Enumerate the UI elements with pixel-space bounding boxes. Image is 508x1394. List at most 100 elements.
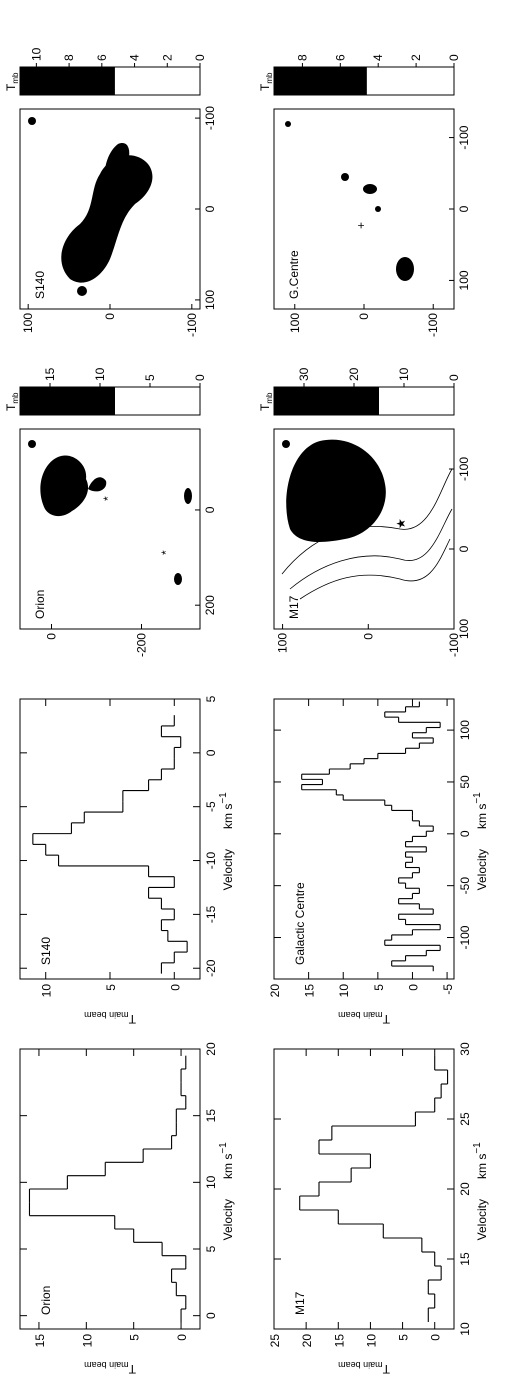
x-axis-unit-main: km s (475, 804, 489, 829)
x-tick-label: 0 (458, 830, 472, 837)
colorbar-tick-label: 4 (128, 54, 142, 61)
y-tick-label: 20 (300, 1334, 314, 1348)
y-tick-label: 10 (364, 1334, 378, 1348)
plot-label: Galactic Centre (293, 882, 307, 965)
x-tick-label: -100 (458, 925, 472, 949)
x-tick-label: 50 (458, 775, 472, 789)
x-tick-label: 0 (204, 749, 218, 756)
colorbar-tick-label: 0 (193, 374, 207, 381)
y-tick-label: 0 (168, 984, 182, 991)
plot-label: M17 (293, 1291, 307, 1315)
map-label: S140 (33, 271, 47, 299)
colorbar-fill (20, 67, 115, 95)
y-axis-label-sub: main beam (84, 1010, 129, 1020)
x-tick-label: -100 (457, 125, 471, 149)
colorbar-fill (20, 387, 115, 415)
x-tick-label: -10 (204, 852, 218, 870)
x-tick-label: -15 (204, 905, 218, 923)
y-tick-label: 20 (268, 984, 282, 998)
star-marker: * (159, 550, 173, 555)
x-tick-label: 15 (204, 1109, 218, 1123)
x-tick-label: 5 (204, 1245, 218, 1252)
x-tick-label: 0 (203, 506, 217, 513)
y-tick-label: -200 (135, 633, 149, 657)
emission-blob (363, 184, 377, 194)
y-tick-label: 100 (276, 633, 290, 653)
x-tick-label: 0 (203, 205, 217, 212)
colorbar-tick-label: 4 (371, 54, 385, 61)
y-tick-label: 15 (332, 1334, 346, 1348)
x-tick-label: 0 (204, 1312, 218, 1319)
x-tick-label: 100 (203, 290, 217, 310)
colorbar-tick-label: 0 (447, 374, 461, 381)
beam (28, 440, 36, 448)
background (0, 0, 508, 1389)
colorbar-fill (274, 67, 367, 95)
colorbar-tick-label: 10 (29, 47, 43, 61)
star-marker: ★ (394, 518, 408, 529)
page: {"chart_data": [ {"type": "map", "label"… (0, 0, 508, 1389)
colorbar-tick-label: 8 (295, 54, 309, 61)
colorbar-label-sub: mb (265, 72, 274, 84)
centre-marker: + (354, 222, 368, 229)
x-tick-label: 0 (457, 545, 471, 552)
colorbar-label-sub: mb (11, 392, 20, 404)
x-tick-label: 100 (457, 270, 471, 290)
colorbar-tick-label: 5 (143, 374, 157, 381)
colorbar-tick-label: 2 (160, 54, 174, 61)
emission-blob (174, 573, 182, 585)
x-tick-label: 10 (458, 1322, 472, 1336)
map-label: M17 (287, 595, 301, 619)
colorbar-tick-label: 2 (409, 54, 423, 61)
emission-blob (184, 488, 192, 504)
x-tick-label: 200 (203, 595, 217, 615)
emission-blob (341, 173, 349, 181)
x-axis-unit-main: km s (221, 804, 235, 829)
plot-label: Orion (39, 1286, 53, 1315)
colorbar-tick-label: 10 (93, 367, 107, 381)
emission-blob (375, 206, 381, 212)
colorbar-tick-label: 0 (193, 54, 207, 61)
colorbar-tick-label: 6 (333, 54, 347, 61)
y-axis-label-sub: main beam (338, 1010, 383, 1020)
y-tick-label: 10 (337, 984, 351, 998)
y-tick-label: 25 (268, 1334, 282, 1348)
figure: * * ★ + Orion20000-200051015TmbS1401000-… (0, 0, 508, 1389)
x-tick-label: 10 (204, 1175, 218, 1189)
x-tick-label: -20 (204, 959, 218, 977)
y-tick-label: 5 (397, 1334, 411, 1341)
x-tick-label: 0 (457, 205, 471, 212)
y-tick-label: 5 (104, 984, 118, 991)
x-axis-label: Velocity (475, 1199, 489, 1240)
y-tick-label: -100 (426, 313, 440, 337)
beam (285, 121, 291, 127)
x-tick-label: -50 (458, 877, 472, 895)
x-tick-label: 30 (458, 1042, 472, 1056)
x-tick-label: -5 (204, 801, 218, 812)
y-tick-label: 10 (80, 1334, 94, 1348)
y-tick-label: -5 (441, 984, 455, 995)
y-axis-label-sub: main beam (84, 1360, 129, 1370)
x-axis-unit-main: km s (221, 1154, 235, 1179)
beam (282, 440, 290, 448)
y-tick-label: -100 (185, 313, 199, 337)
colorbar-fill (274, 387, 379, 415)
y-tick-label: 0 (406, 984, 420, 991)
x-axis-unit-main: km s (475, 1154, 489, 1179)
x-tick-label: 15 (458, 1252, 472, 1266)
x-tick-label: 20 (458, 1182, 472, 1196)
y-tick-label: 5 (128, 1334, 142, 1341)
emission-blob (77, 286, 87, 296)
y-tick-label: 15 (303, 984, 317, 998)
x-axis-unit-sup: −1 (472, 792, 483, 804)
colorbar-tick-label: 8 (62, 54, 76, 61)
y-tick-label: 100 (21, 313, 35, 333)
x-axis-unit-sup: −1 (218, 1142, 229, 1154)
y-tick-label: 0 (103, 313, 117, 320)
x-tick-label: 20 (204, 1042, 218, 1056)
colorbar-tick-label: 10 (397, 367, 411, 381)
x-tick-label: -100 (457, 457, 471, 481)
x-axis-label: Velocity (221, 1199, 235, 1240)
x-tick-label: -100 (203, 106, 217, 130)
colorbar-label-sub: mb (11, 72, 20, 84)
